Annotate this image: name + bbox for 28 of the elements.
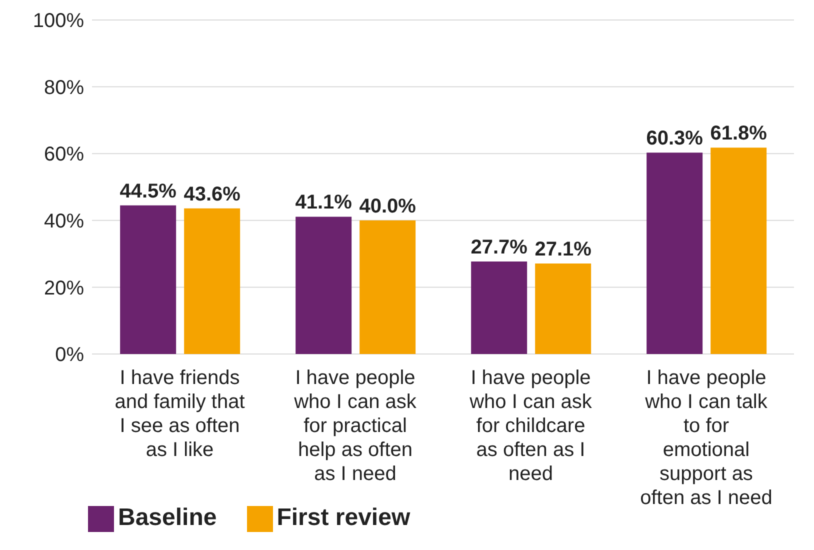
y-tick-label: 20% — [44, 277, 84, 300]
text: 60.3% — [646, 128, 703, 150]
y-tick-label: 0% — [55, 344, 84, 366]
text: 43.6% — [184, 183, 240, 206]
y-tick-label: 40% — [44, 210, 84, 232]
legend-label: First review — [276, 504, 410, 531]
bar — [120, 205, 176, 354]
bar — [184, 208, 240, 354]
bar — [535, 263, 592, 354]
text: 40.0% — [359, 195, 416, 218]
y-tick-label: 60% — [44, 144, 84, 166]
text: 41.1% — [295, 192, 352, 214]
x-tick-label: I have friends and family that I see as often as I like — [114, 367, 246, 461]
x-tick-label: I have people who I can ask for practical help as often as I need — [293, 367, 418, 485]
text: 44.5% — [120, 180, 176, 202]
text: 27.7% — [470, 236, 528, 258]
x-tick-label: I have people who I can talk to for emotional support as often as I need — [640, 367, 772, 509]
text: 61.8% — [710, 122, 767, 145]
text: 27.1% — [534, 238, 592, 260]
legend-label: Baseline — [118, 504, 217, 531]
bar — [360, 220, 416, 354]
bar — [471, 261, 528, 354]
y-tick-label: 100% — [32, 10, 84, 32]
bar — [296, 216, 352, 354]
bar — [710, 148, 767, 354]
x-tick-label: I have people who I can ask for childcare as often as I need — [468, 367, 593, 485]
y-tick-label: 80% — [44, 76, 84, 99]
bar — [646, 152, 703, 354]
